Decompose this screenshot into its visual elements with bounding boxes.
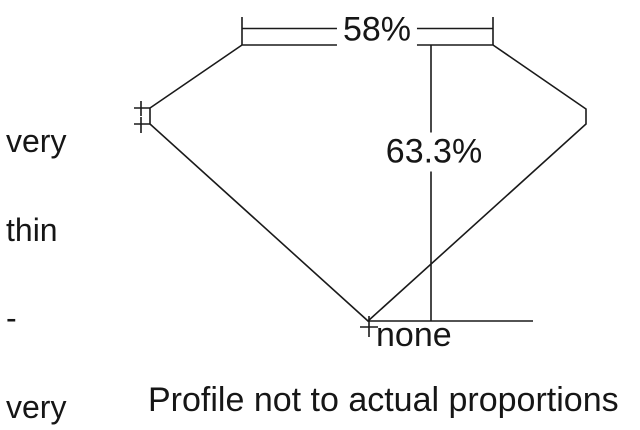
depth-percentage-label: 63.3% <box>380 132 488 172</box>
culet-plus-mark <box>360 316 378 337</box>
culet-label: none <box>376 316 452 354</box>
girdle-label-line-3: - <box>6 300 17 336</box>
girdle-label-line-4: very <box>6 388 67 425</box>
diagram-caption: Profile not to actual proportions <box>148 381 619 419</box>
girdle-label-line-1: very <box>6 123 67 159</box>
girdle-label-line-2: thin <box>6 211 58 248</box>
diamond-outline <box>149 44 587 323</box>
girdle-tick-marks <box>134 101 150 133</box>
table-width-label: 58% <box>336 10 418 50</box>
girdle-thickness-label: very thin - very thick (faceted) <box>6 68 132 430</box>
